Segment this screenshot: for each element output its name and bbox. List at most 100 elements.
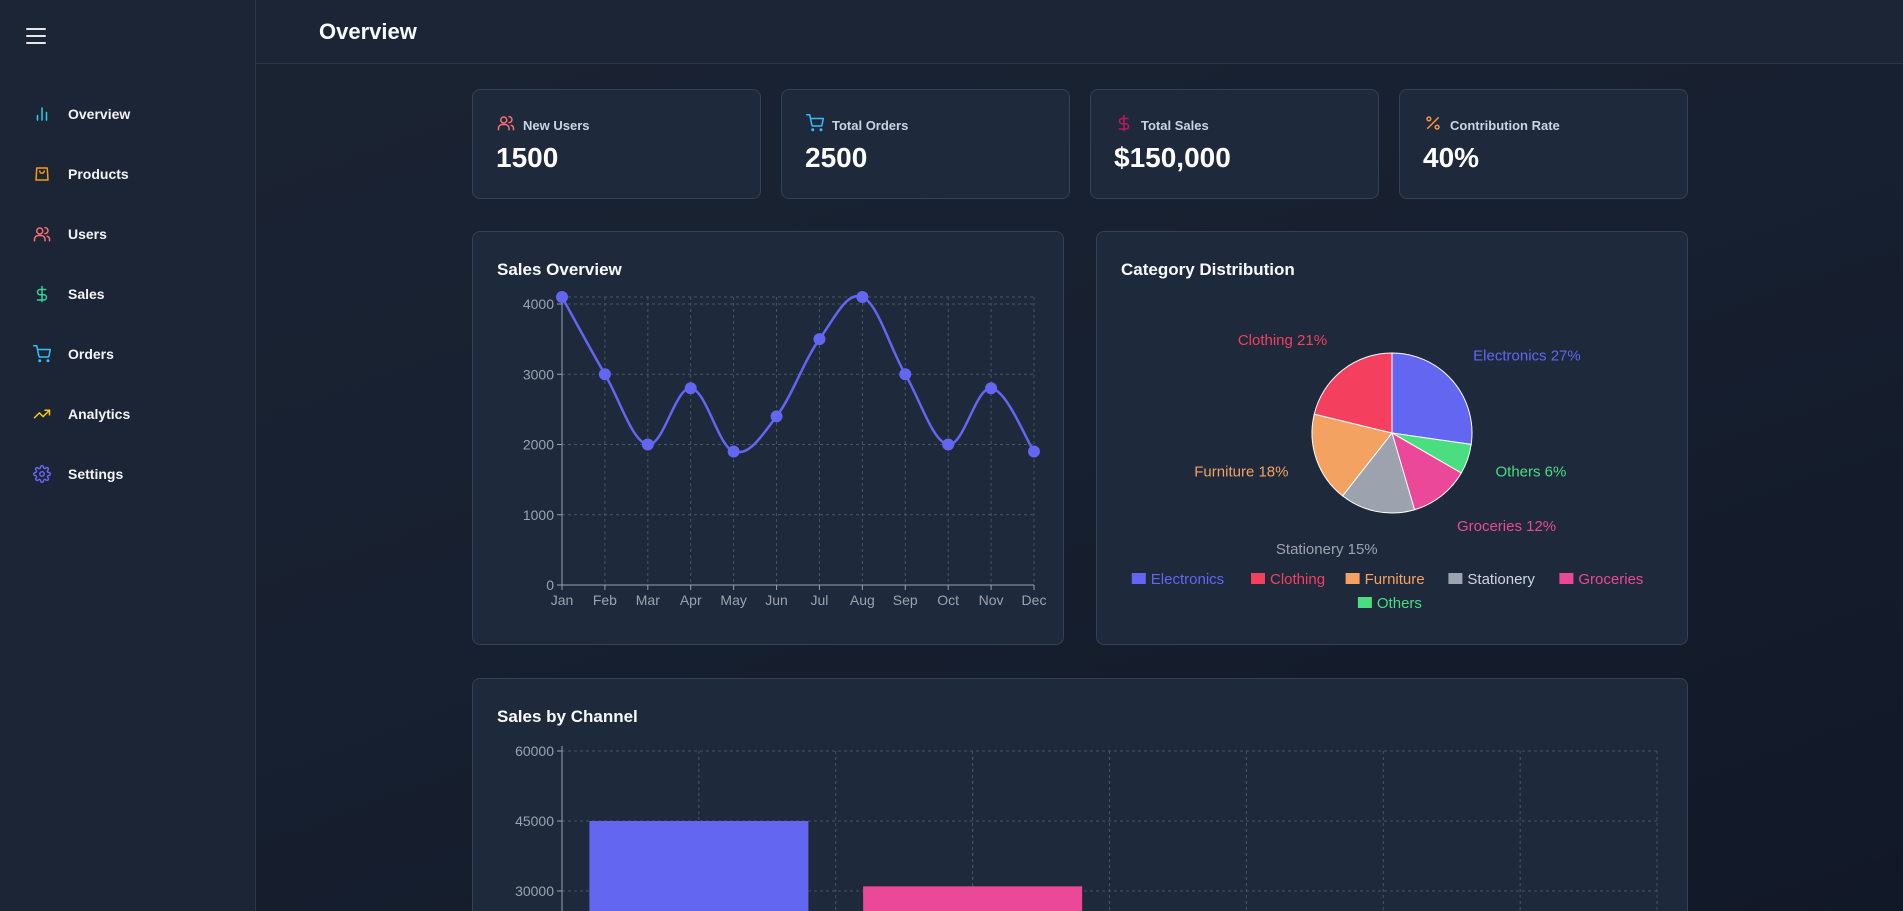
sidebar-item-label: Settings	[68, 466, 123, 482]
x-tick-label: Jun	[765, 592, 788, 608]
x-tick-label: Nov	[979, 592, 1004, 608]
pie-slice	[1392, 353, 1472, 444]
stat-value: 40%	[1423, 142, 1479, 174]
users-icon	[497, 114, 515, 137]
sidebar-item-label: Overview	[68, 106, 130, 122]
y-tick-label: 60000	[515, 743, 554, 759]
gear-icon	[32, 464, 52, 484]
trending-up-icon	[32, 404, 52, 424]
x-tick-label: May	[720, 592, 746, 608]
y-tick-label: 3000	[523, 366, 554, 382]
x-tick-label: Dec	[1022, 592, 1047, 608]
stat-value: 2500	[805, 142, 867, 174]
legend-swatch	[1251, 573, 1265, 584]
sales-by-channel-chart: 30000 45000 60000	[473, 679, 1687, 911]
data-point	[685, 382, 697, 394]
x-tick-label: Jul	[811, 592, 829, 608]
legend-swatch	[1559, 573, 1573, 584]
y-tick-label: 4000	[523, 296, 554, 312]
slice-label: Electronics 27%	[1473, 348, 1581, 365]
data-point	[771, 410, 783, 422]
sidebar-item-label: Orders	[68, 346, 114, 362]
x-tick-label: Mar	[636, 592, 660, 608]
sidebar-item-settings[interactable]: Settings	[0, 444, 256, 504]
sidebar-item-analytics[interactable]: Analytics	[0, 384, 256, 444]
sidebar-item-label: Products	[68, 166, 129, 182]
sidebar: Overview Products Users Sales Orders	[0, 0, 256, 911]
sidebar-item-products[interactable]: Products	[0, 144, 256, 204]
y-tick-label: 0	[546, 577, 554, 593]
slice-label: Groceries 12%	[1457, 518, 1556, 535]
sidebar-item-orders[interactable]: Orders	[0, 324, 256, 384]
sidebar-nav: Overview Products Users Sales Orders	[0, 84, 256, 504]
stat-value: 1500	[496, 142, 558, 174]
sidebar-item-overview[interactable]: Overview	[0, 84, 256, 144]
x-tick-label: Apr	[680, 592, 702, 608]
top-bar: Overview	[256, 0, 1903, 64]
stat-label: Total Orders	[832, 118, 908, 133]
data-point	[899, 368, 911, 380]
data-point	[856, 291, 868, 303]
legend-label: Electronics	[1151, 571, 1224, 588]
hamburger-line	[26, 42, 46, 44]
sales-overview-card: Sales Overview 0 1000 2000 3000 4000 Jan Feb Ma…	[472, 231, 1064, 645]
cart-icon	[32, 344, 52, 364]
bar	[589, 821, 808, 911]
data-point	[728, 446, 740, 458]
sidebar-item-label: Sales	[68, 286, 105, 302]
hamburger-line	[26, 35, 46, 37]
sales-by-channel-card: Sales by Channel 30000 45000 60000	[472, 678, 1688, 911]
dollar-icon	[1115, 114, 1133, 137]
data-point	[599, 368, 611, 380]
y-tick-label: 30000	[515, 883, 554, 899]
menu-toggle-button[interactable]	[26, 28, 46, 44]
y-tick-label: 2000	[523, 437, 554, 453]
legend-swatch	[1346, 573, 1360, 584]
slice-label: Clothing 21%	[1238, 332, 1327, 349]
stat-label: New Users	[523, 118, 589, 133]
category-distribution-card: Category Distribution Electronics 27% Oth…	[1096, 231, 1688, 645]
x-tick-label: Oct	[937, 592, 959, 608]
x-tick-label: Aug	[850, 592, 875, 608]
data-point	[642, 439, 654, 451]
sidebar-item-label: Users	[68, 226, 107, 242]
legend-swatch	[1448, 573, 1462, 584]
data-point	[813, 333, 825, 345]
data-point	[942, 439, 954, 451]
stat-card-contribution-rate: Contribution Rate 40%	[1399, 89, 1688, 199]
percent-icon	[1424, 114, 1442, 137]
sidebar-item-sales[interactable]: Sales	[0, 264, 256, 324]
data-point	[985, 382, 997, 394]
slice-label: Furniture 18%	[1194, 464, 1288, 481]
stat-value: $150,000	[1114, 142, 1231, 174]
hamburger-line	[26, 28, 46, 30]
category-distribution-chart: Electronics 27% Others 6% Groceries 12% Sta…	[1097, 232, 1687, 644]
legend-label: Clothing	[1270, 571, 1325, 588]
legend-label: Groceries	[1578, 571, 1643, 588]
x-tick-label: Sep	[893, 592, 918, 608]
data-point	[1028, 446, 1040, 458]
stat-card-total-sales: Total Sales $150,000	[1090, 89, 1379, 199]
legend-label: Stationery	[1467, 571, 1535, 588]
x-tick-label: Feb	[593, 592, 617, 608]
users-icon	[32, 224, 52, 244]
y-tick-label: 45000	[515, 813, 554, 829]
legend-swatch	[1132, 573, 1146, 584]
legend-swatch	[1358, 597, 1372, 608]
stat-card-new-users: New Users 1500	[472, 89, 761, 199]
stat-label: Contribution Rate	[1450, 118, 1560, 133]
slice-label: Others 6%	[1496, 464, 1567, 481]
cart-icon	[806, 114, 824, 137]
data-point	[556, 291, 568, 303]
dollar-icon	[32, 284, 52, 304]
page-title: Overview	[319, 19, 417, 45]
sales-overview-chart: 0 1000 2000 3000 4000 Jan Feb Mar Apr May Jun Jul Au…	[473, 232, 1063, 644]
legend-label: Others	[1377, 595, 1422, 612]
shopping-bag-icon	[32, 164, 52, 184]
slice-label: Stationery 15%	[1276, 541, 1378, 558]
sidebar-item-label: Analytics	[68, 406, 130, 422]
y-tick-label: 1000	[523, 507, 554, 523]
stat-label: Total Sales	[1141, 118, 1209, 133]
bar	[863, 886, 1082, 911]
sidebar-item-users[interactable]: Users	[0, 204, 256, 264]
